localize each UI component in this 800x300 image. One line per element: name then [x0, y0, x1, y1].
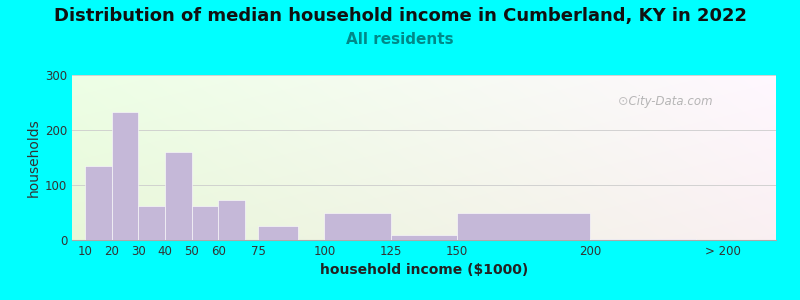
Bar — [390, 235, 458, 240]
Bar — [590, 239, 696, 240]
Bar — [165, 152, 191, 240]
Bar — [258, 226, 298, 240]
Bar — [138, 206, 165, 240]
Text: City-Data.com: City-Data.com — [621, 95, 713, 108]
Text: Distribution of median household income in Cumberland, KY in 2022: Distribution of median household income … — [54, 8, 746, 26]
Bar — [218, 200, 245, 240]
Bar — [112, 112, 138, 240]
Text: ⊙: ⊙ — [618, 95, 628, 108]
Y-axis label: households: households — [26, 118, 41, 197]
Bar — [191, 206, 218, 240]
Bar — [86, 166, 112, 240]
X-axis label: household income ($1000): household income ($1000) — [320, 263, 528, 278]
Bar — [324, 212, 390, 240]
Bar — [458, 212, 590, 240]
Text: All residents: All residents — [346, 32, 454, 46]
